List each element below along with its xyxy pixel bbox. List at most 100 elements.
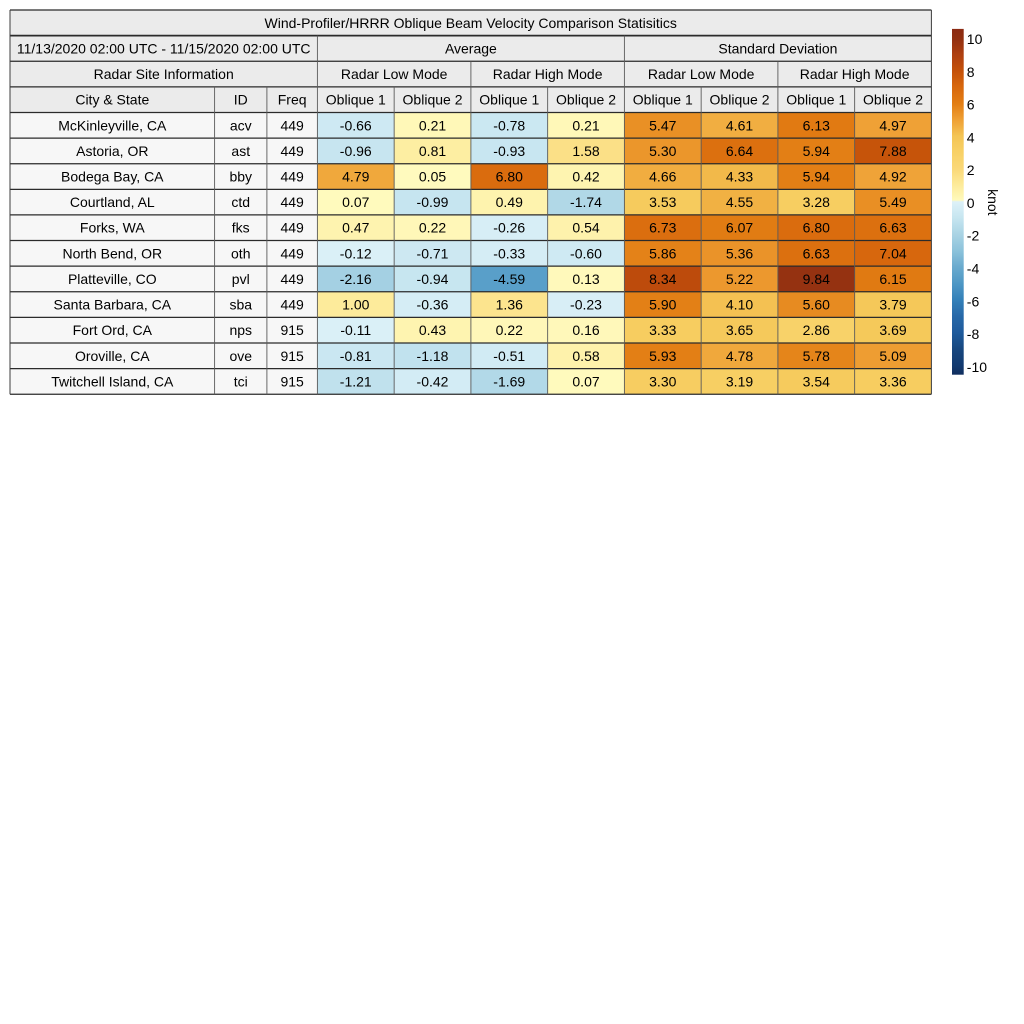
svg-text:2.86: 2.86 — [803, 322, 830, 338]
svg-text:915: 915 — [280, 373, 304, 389]
svg-text:-0.33: -0.33 — [493, 245, 525, 261]
svg-text:5.60: 5.60 — [803, 297, 830, 313]
svg-text:Astoria, OR: Astoria, OR — [76, 143, 148, 159]
svg-text:-0.51: -0.51 — [493, 348, 525, 364]
svg-text:8: 8 — [967, 64, 975, 80]
svg-text:Fort Ord, CA: Fort Ord, CA — [73, 322, 153, 338]
svg-text:5.93: 5.93 — [649, 348, 676, 364]
svg-text:Average: Average — [445, 40, 497, 56]
svg-text:-8: -8 — [967, 326, 980, 342]
svg-text:Wind-Profiler/HRRR Oblique Bea: Wind-Profiler/HRRR Oblique Beam Velocity… — [265, 15, 677, 31]
svg-text:449: 449 — [280, 194, 304, 210]
svg-text:-0.12: -0.12 — [340, 245, 372, 261]
svg-text:Oblique 1: Oblique 1 — [633, 92, 693, 108]
svg-text:3.53: 3.53 — [649, 194, 676, 210]
svg-text:5.09: 5.09 — [879, 348, 906, 364]
svg-text:915: 915 — [280, 348, 304, 364]
svg-text:3.54: 3.54 — [803, 373, 830, 389]
svg-text:3.36: 3.36 — [879, 373, 906, 389]
svg-text:0.22: 0.22 — [496, 322, 523, 338]
svg-text:knot: knot — [985, 189, 1001, 216]
svg-text:5.90: 5.90 — [649, 297, 676, 313]
svg-text:-4.59: -4.59 — [493, 271, 525, 287]
svg-text:0.07: 0.07 — [342, 194, 369, 210]
svg-text:Platteville, CO: Platteville, CO — [68, 271, 157, 287]
svg-text:0.43: 0.43 — [419, 322, 446, 338]
svg-text:0.54: 0.54 — [572, 220, 599, 236]
svg-text:0.16: 0.16 — [572, 322, 599, 338]
svg-text:915: 915 — [280, 322, 304, 338]
svg-text:0.42: 0.42 — [572, 169, 599, 185]
svg-text:9.84: 9.84 — [803, 271, 830, 287]
svg-text:0.05: 0.05 — [419, 169, 446, 185]
svg-text:1.36: 1.36 — [496, 297, 523, 313]
svg-text:449: 449 — [280, 245, 304, 261]
svg-text:6: 6 — [967, 97, 975, 113]
svg-text:-0.36: -0.36 — [417, 297, 449, 313]
svg-text:3.65: 3.65 — [726, 322, 753, 338]
svg-text:4.78: 4.78 — [726, 348, 753, 364]
svg-text:-0.96: -0.96 — [340, 143, 372, 159]
svg-text:7.88: 7.88 — [879, 143, 906, 159]
svg-text:5.94: 5.94 — [803, 169, 830, 185]
svg-text:0.58: 0.58 — [572, 348, 599, 364]
svg-text:nps: nps — [229, 322, 252, 338]
svg-text:0.21: 0.21 — [572, 117, 599, 133]
svg-text:-10: -10 — [967, 359, 987, 375]
svg-text:-0.42: -0.42 — [417, 373, 449, 389]
svg-text:-0.94: -0.94 — [417, 271, 449, 287]
svg-text:Oblique 1: Oblique 1 — [326, 92, 386, 108]
svg-text:-1.69: -1.69 — [493, 373, 525, 389]
svg-text:Oblique 2: Oblique 2 — [403, 92, 463, 108]
svg-text:ID: ID — [234, 92, 248, 108]
svg-text:6.15: 6.15 — [879, 271, 906, 287]
svg-text:6.13: 6.13 — [803, 117, 830, 133]
svg-text:3.19: 3.19 — [726, 373, 753, 389]
svg-text:5.49: 5.49 — [879, 194, 906, 210]
svg-text:0.21: 0.21 — [419, 117, 446, 133]
svg-text:0.49: 0.49 — [496, 194, 523, 210]
svg-text:-0.99: -0.99 — [417, 194, 449, 210]
svg-text:7.04: 7.04 — [879, 245, 906, 261]
svg-text:Radar Site Information: Radar Site Information — [94, 66, 234, 82]
svg-text:Oroville, CA: Oroville, CA — [75, 348, 150, 364]
svg-text:tci: tci — [234, 373, 248, 389]
svg-text:4.92: 4.92 — [879, 169, 906, 185]
svg-text:6.80: 6.80 — [803, 220, 830, 236]
svg-text:-0.23: -0.23 — [570, 297, 602, 313]
svg-text:4: 4 — [967, 129, 975, 145]
svg-text:fks: fks — [232, 220, 250, 236]
svg-text:-4: -4 — [967, 260, 980, 276]
svg-text:-0.60: -0.60 — [570, 245, 602, 261]
svg-text:449: 449 — [280, 143, 304, 159]
svg-text:-1.18: -1.18 — [417, 348, 449, 364]
svg-text:-0.78: -0.78 — [493, 117, 525, 133]
svg-text:oth: oth — [231, 245, 250, 261]
svg-text:Freq: Freq — [278, 92, 307, 108]
svg-text:5.36: 5.36 — [726, 245, 753, 261]
svg-text:North Bend, OR: North Bend, OR — [62, 245, 162, 261]
svg-text:5.30: 5.30 — [649, 143, 676, 159]
svg-text:3.79: 3.79 — [879, 297, 906, 313]
svg-text:3.28: 3.28 — [803, 194, 830, 210]
svg-text:5.78: 5.78 — [803, 348, 830, 364]
svg-text:City & State: City & State — [75, 92, 149, 108]
svg-text:acv: acv — [230, 117, 252, 133]
svg-text:-0.81: -0.81 — [340, 348, 372, 364]
svg-text:0.07: 0.07 — [572, 373, 599, 389]
svg-text:Oblique 1: Oblique 1 — [479, 92, 539, 108]
svg-text:-2.16: -2.16 — [340, 271, 372, 287]
svg-text:4.33: 4.33 — [726, 169, 753, 185]
svg-text:4.10: 4.10 — [726, 297, 753, 313]
svg-text:449: 449 — [280, 220, 304, 236]
svg-text:2: 2 — [967, 162, 975, 178]
svg-text:Oblique 2: Oblique 2 — [556, 92, 616, 108]
svg-text:6.80: 6.80 — [496, 169, 523, 185]
svg-text:Twitchell Island, CA: Twitchell Island, CA — [51, 373, 174, 389]
svg-text:6.73: 6.73 — [649, 220, 676, 236]
svg-text:449: 449 — [280, 297, 304, 313]
svg-text:4.79: 4.79 — [342, 169, 369, 185]
svg-text:3.69: 3.69 — [879, 322, 906, 338]
svg-text:-0.66: -0.66 — [340, 117, 372, 133]
svg-text:-0.26: -0.26 — [493, 220, 525, 236]
